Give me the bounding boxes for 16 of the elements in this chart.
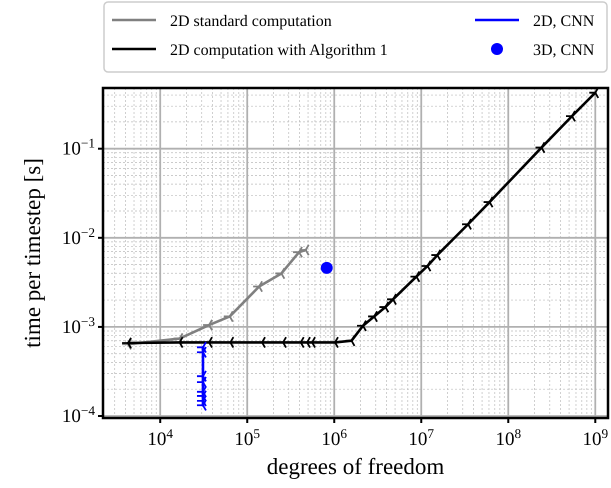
y-tick-label: 10$^{−1}$: [62, 135, 95, 160]
y-tick-label: 10$^{−3}$: [62, 313, 96, 338]
x-tick-label: 10$^{8}$: [495, 426, 522, 450]
legend-label: 2D standard computation: [170, 13, 332, 30]
x-tick-label: 10$^{9}$: [582, 426, 608, 450]
y-tick-label: 10$^{−4}$: [62, 402, 96, 428]
x-axis-title: degrees of freedom: [266, 454, 444, 479]
y-tick-label: 10$^{−2}$: [62, 224, 95, 249]
y-axis-title: time per timestep [s]: [20, 158, 45, 348]
legend-label: 2D computation with Algorithm 1: [170, 42, 388, 59]
legend-label: 3D, CNN: [533, 42, 595, 59]
legend-label: 2D, CNN: [533, 13, 595, 30]
x-tick-label: 10$^{5}$: [234, 426, 260, 450]
x-tick-label: 10$^{7}$: [408, 426, 434, 450]
x-tick-label: 10$^{4}$: [147, 426, 174, 450]
x-tick-label: 10$^{6}$: [321, 426, 348, 450]
